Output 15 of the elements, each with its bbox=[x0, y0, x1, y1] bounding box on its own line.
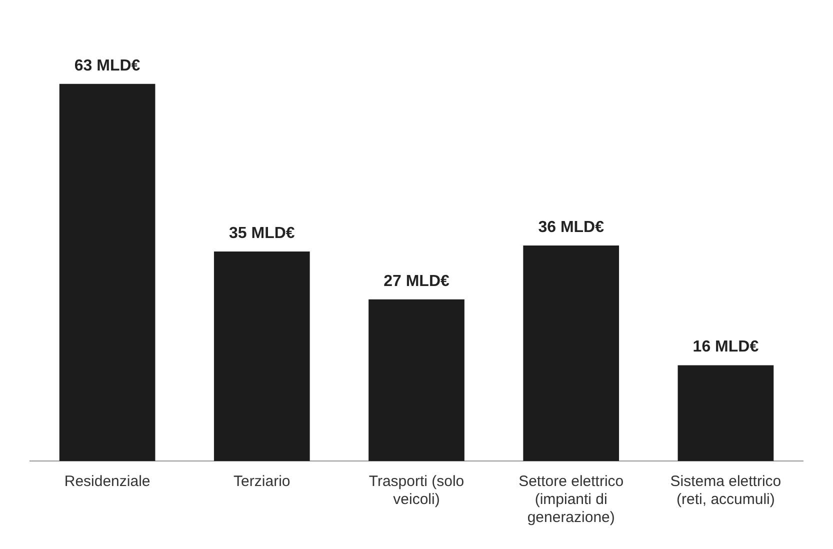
bar bbox=[523, 246, 620, 461]
bar bbox=[368, 299, 464, 461]
data-label: 35 MLD€ bbox=[229, 224, 295, 242]
x-tick-label: Residenziale bbox=[64, 473, 150, 490]
x-tick-label: Terziario bbox=[234, 473, 290, 490]
bar bbox=[214, 252, 310, 461]
x-tick-label: Settore elettrico (impianti di generazione) bbox=[518, 473, 624, 526]
data-label: 36 MLD€ bbox=[538, 218, 604, 236]
bar bbox=[678, 365, 774, 461]
x-tick-label: Trasporti (solo veicoli) bbox=[368, 473, 464, 508]
data-label: 63 MLD€ bbox=[74, 57, 140, 74]
x-tick-label: Sistema elettrico (reti, accumuli) bbox=[670, 473, 782, 508]
data-label: 16 MLD€ bbox=[692, 338, 759, 356]
data-label: 27 MLD€ bbox=[384, 272, 450, 290]
bar bbox=[59, 84, 156, 461]
